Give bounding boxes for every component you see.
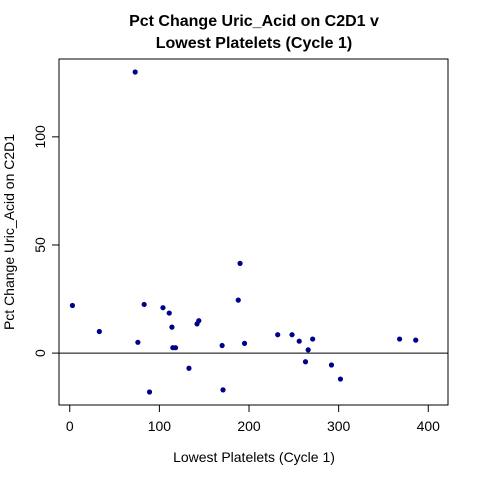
data-point <box>328 362 335 368</box>
data-point <box>337 376 344 382</box>
y-axis-label: Pct Change Uric_Acid on C2D1 <box>1 134 17 330</box>
data-point <box>396 336 403 342</box>
data-point <box>220 387 226 393</box>
x-axis-label: Lowest Platelets (Cycle 1) <box>173 449 335 465</box>
data-point <box>166 310 172 316</box>
y-tick-label: 100 <box>32 125 48 149</box>
data-point <box>302 359 309 365</box>
data-point <box>219 342 225 349</box>
data-point <box>135 339 141 345</box>
data-point <box>310 336 316 342</box>
data-point <box>196 318 202 324</box>
data-point <box>413 337 419 343</box>
data-point <box>146 389 153 395</box>
data-point <box>289 332 295 338</box>
data-point <box>172 345 179 351</box>
chart-title-line-2: Lowest Platelets (Cycle 1) <box>156 35 353 52</box>
data-point <box>69 302 76 309</box>
x-tick-label: 100 <box>148 418 172 434</box>
data-point <box>275 332 281 338</box>
data-point <box>235 297 241 303</box>
data-point <box>141 301 147 308</box>
x-axis: 0 100 200 300 400 <box>66 404 441 434</box>
data-point <box>296 338 302 344</box>
data-point <box>132 69 138 75</box>
x-tick-label: 200 <box>237 418 261 434</box>
data-point <box>169 324 175 330</box>
x-tick-label: 0 <box>66 418 74 434</box>
y-axis: 0 50 100 <box>32 125 60 357</box>
data-points <box>69 69 419 395</box>
x-tick-label: 400 <box>417 418 441 434</box>
data-point <box>160 305 166 311</box>
data-point <box>237 260 243 266</box>
y-tick-label: 0 <box>32 349 48 357</box>
data-point <box>96 328 102 335</box>
x-tick-label: 300 <box>327 418 351 434</box>
data-point <box>305 347 311 353</box>
y-tick-label: 50 <box>32 237 48 253</box>
data-point <box>186 365 192 371</box>
data-point <box>241 340 248 346</box>
chart-title-line-1: Pct Change Uric_Acid on C2D1 v <box>129 13 379 30</box>
